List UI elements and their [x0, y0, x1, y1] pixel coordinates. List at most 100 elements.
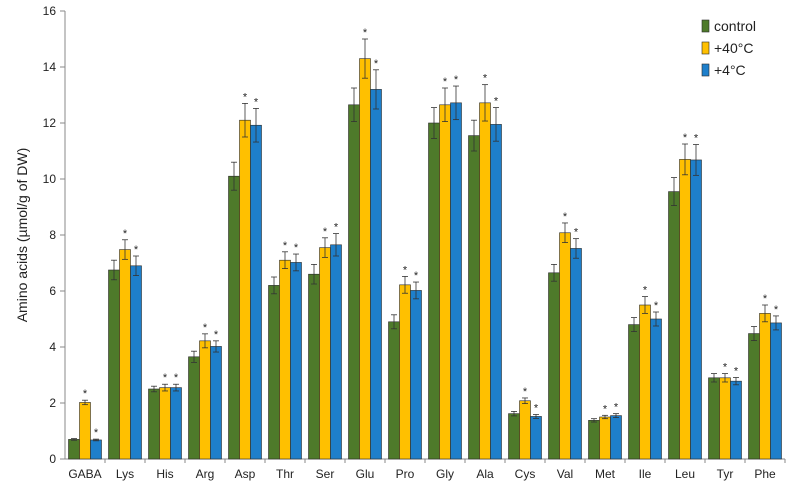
bar	[370, 89, 382, 460]
bar	[559, 232, 571, 460]
bar	[650, 318, 662, 460]
error-bars	[71, 38, 779, 442]
bar	[410, 290, 422, 460]
significance-star: *	[763, 293, 768, 305]
x-tick-label: Ser	[316, 467, 335, 481]
bar	[330, 244, 342, 460]
x-tick-label: Ala	[476, 467, 494, 481]
bar	[119, 249, 131, 460]
significance-star: *	[574, 227, 579, 239]
x-tick-label: Met	[595, 467, 616, 481]
significance-star: *	[534, 402, 539, 414]
significance-star: *	[563, 211, 568, 223]
significance-star: *	[723, 362, 728, 374]
bar	[610, 415, 622, 460]
bar	[570, 248, 582, 460]
significance-star: *	[283, 240, 288, 252]
significance-star: *	[403, 264, 408, 276]
y-tick-label: 0	[49, 452, 56, 466]
significance-star: *	[254, 96, 259, 108]
significance-star: *	[83, 388, 88, 400]
significance-star: *	[214, 329, 219, 341]
bar	[130, 265, 142, 460]
significance-star: *	[374, 58, 379, 70]
significance-star: *	[323, 226, 328, 238]
x-tick-label: Tyr	[717, 467, 734, 481]
bar	[708, 377, 720, 460]
significance-star: *	[523, 386, 528, 398]
bar	[490, 124, 502, 460]
bar	[228, 175, 240, 460]
bar	[348, 104, 360, 460]
bar	[450, 102, 462, 460]
y-tick-label: 12	[43, 116, 57, 130]
significance-star: *	[683, 132, 688, 144]
significance-star: *	[483, 73, 488, 85]
x-tick-label: Thr	[276, 467, 294, 481]
significance-star: *	[163, 372, 168, 384]
significance-star: *	[494, 96, 499, 108]
x-tick-label: Ile	[639, 467, 652, 481]
legend-label: +40°C	[714, 40, 753, 56]
bar	[308, 273, 320, 460]
bar	[210, 346, 222, 460]
x-tick-label: Arg	[196, 467, 215, 481]
y-tick-label: 4	[49, 340, 56, 354]
bar	[268, 285, 280, 460]
significance-star: *	[334, 222, 339, 234]
significance-star: *	[134, 244, 139, 256]
y-tick-label: 14	[43, 60, 57, 74]
x-tick-label: GABA	[68, 467, 101, 481]
bar	[479, 102, 491, 460]
bar	[319, 247, 331, 460]
legend-swatch	[701, 19, 710, 33]
bar	[439, 104, 451, 460]
bars	[68, 58, 782, 460]
bar	[290, 262, 302, 460]
bar	[639, 304, 651, 460]
bar	[548, 272, 560, 460]
bar	[690, 159, 702, 460]
significance-star: *	[603, 403, 608, 415]
bar	[108, 269, 120, 460]
significance-star: *	[294, 242, 299, 254]
legend-swatch	[701, 41, 710, 55]
x-tick-label: Lys	[116, 467, 134, 481]
bar	[730, 380, 742, 460]
significance-star: *	[94, 427, 99, 439]
x-tick-label: Asp	[235, 467, 256, 481]
bar	[519, 400, 531, 460]
y-tick-label: 6	[49, 284, 56, 298]
y-tick-label: 8	[49, 228, 56, 242]
significance-markers: * * * * * * * * * * * * * * * * * * * * * * * * * * * * * * * * * * * *	[83, 27, 779, 439]
bar	[508, 413, 520, 460]
significance-star: *	[734, 366, 739, 378]
bar	[588, 420, 600, 460]
significance-star: *	[203, 322, 208, 334]
y-ticks: 0 2 4 6 8 10 12 14 16	[43, 4, 65, 466]
x-tick-labels: GABA Lys His Arg Asp Thr Ser Glu Pro Gly Ala Cys Val…	[68, 459, 786, 481]
bar	[199, 340, 211, 460]
bar	[399, 284, 411, 460]
x-tick-label: His	[156, 467, 173, 481]
bar	[239, 119, 251, 460]
bar	[148, 388, 160, 460]
significance-star: *	[694, 133, 699, 145]
significance-star: *	[654, 300, 659, 312]
bar	[428, 122, 440, 460]
legend-label: control	[714, 18, 756, 34]
significance-star: *	[123, 228, 128, 240]
significance-star: *	[774, 304, 779, 316]
y-tick-label: 2	[49, 396, 56, 410]
bar	[68, 439, 80, 460]
y-axis-title: Amino acids (µmol/g of DW)	[14, 148, 30, 323]
bar	[759, 313, 771, 460]
bar	[90, 439, 102, 460]
legend-label: +4°C	[714, 62, 746, 78]
bar	[468, 135, 480, 460]
bar	[748, 333, 760, 460]
x-tick-label: Cys	[515, 467, 536, 481]
bar	[250, 124, 262, 460]
legend: control +40°C +4°C	[701, 18, 756, 78]
